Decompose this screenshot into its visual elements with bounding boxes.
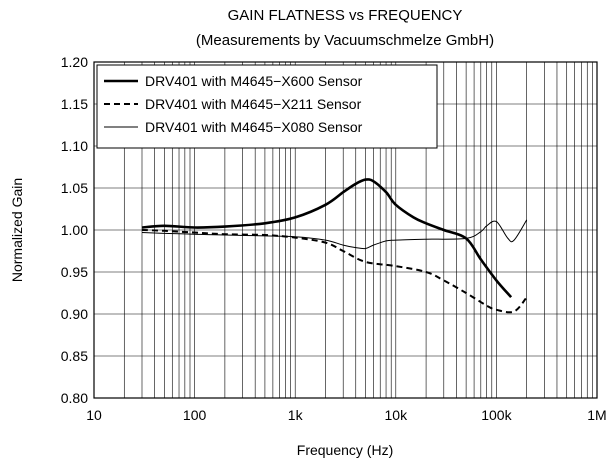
x-tick-label: 100k — [481, 407, 512, 423]
x-tick-label: 1M — [587, 407, 606, 423]
x-axis-label: Frequency (Hz) — [297, 442, 393, 458]
series-line-3 — [141, 219, 528, 250]
legend-entry-label: DRV401 with M4645−X211 Sensor — [145, 96, 362, 112]
chart-subtitle: (Measurements by Vacuumschmelze GmbH) — [196, 32, 494, 49]
series-line-2 — [141, 229, 528, 314]
legend-entry-label: DRV401 with M4645−X600 Sensor — [145, 73, 363, 89]
y-tick-label: 1.05 — [61, 180, 88, 196]
y-tick-label: 1.15 — [61, 96, 88, 112]
x-tick-label: 10 — [86, 407, 102, 423]
series-line-1 — [141, 178, 513, 299]
series-layer — [141, 178, 528, 314]
y-tick-label: 0.85 — [61, 348, 88, 364]
y-tick-label: 0.90 — [61, 306, 88, 322]
chart-title: GAIN FLATNESS vs FREQUENCY — [228, 7, 463, 24]
y-tick-label: 0.95 — [61, 264, 88, 280]
y-tick-label: 1.20 — [61, 54, 88, 70]
x-tick-label: 100 — [183, 407, 207, 423]
y-tick-label: 0.80 — [61, 390, 88, 406]
legend-entry-label: DRV401 with M4645−X080 Sensor — [145, 119, 363, 135]
x-tick-label: 10k — [385, 407, 409, 423]
legend: DRV401 with M4645−X600 Sensor DRV401 with… — [96, 64, 438, 149]
plot-frame — [93, 61, 598, 399]
y-axis-label: Normalized Gain — [9, 178, 25, 282]
x-tick-label: 1k — [288, 407, 304, 423]
y-tick-label: 1.00 — [61, 222, 88, 238]
y-tick-label: 1.10 — [61, 138, 88, 154]
legend-box — [96, 64, 438, 149]
tick-labels: 10 100 1k 10k 100k 1M 0.80 0.85 0.90 0.95 1.00 1.05… — [61, 54, 607, 423]
